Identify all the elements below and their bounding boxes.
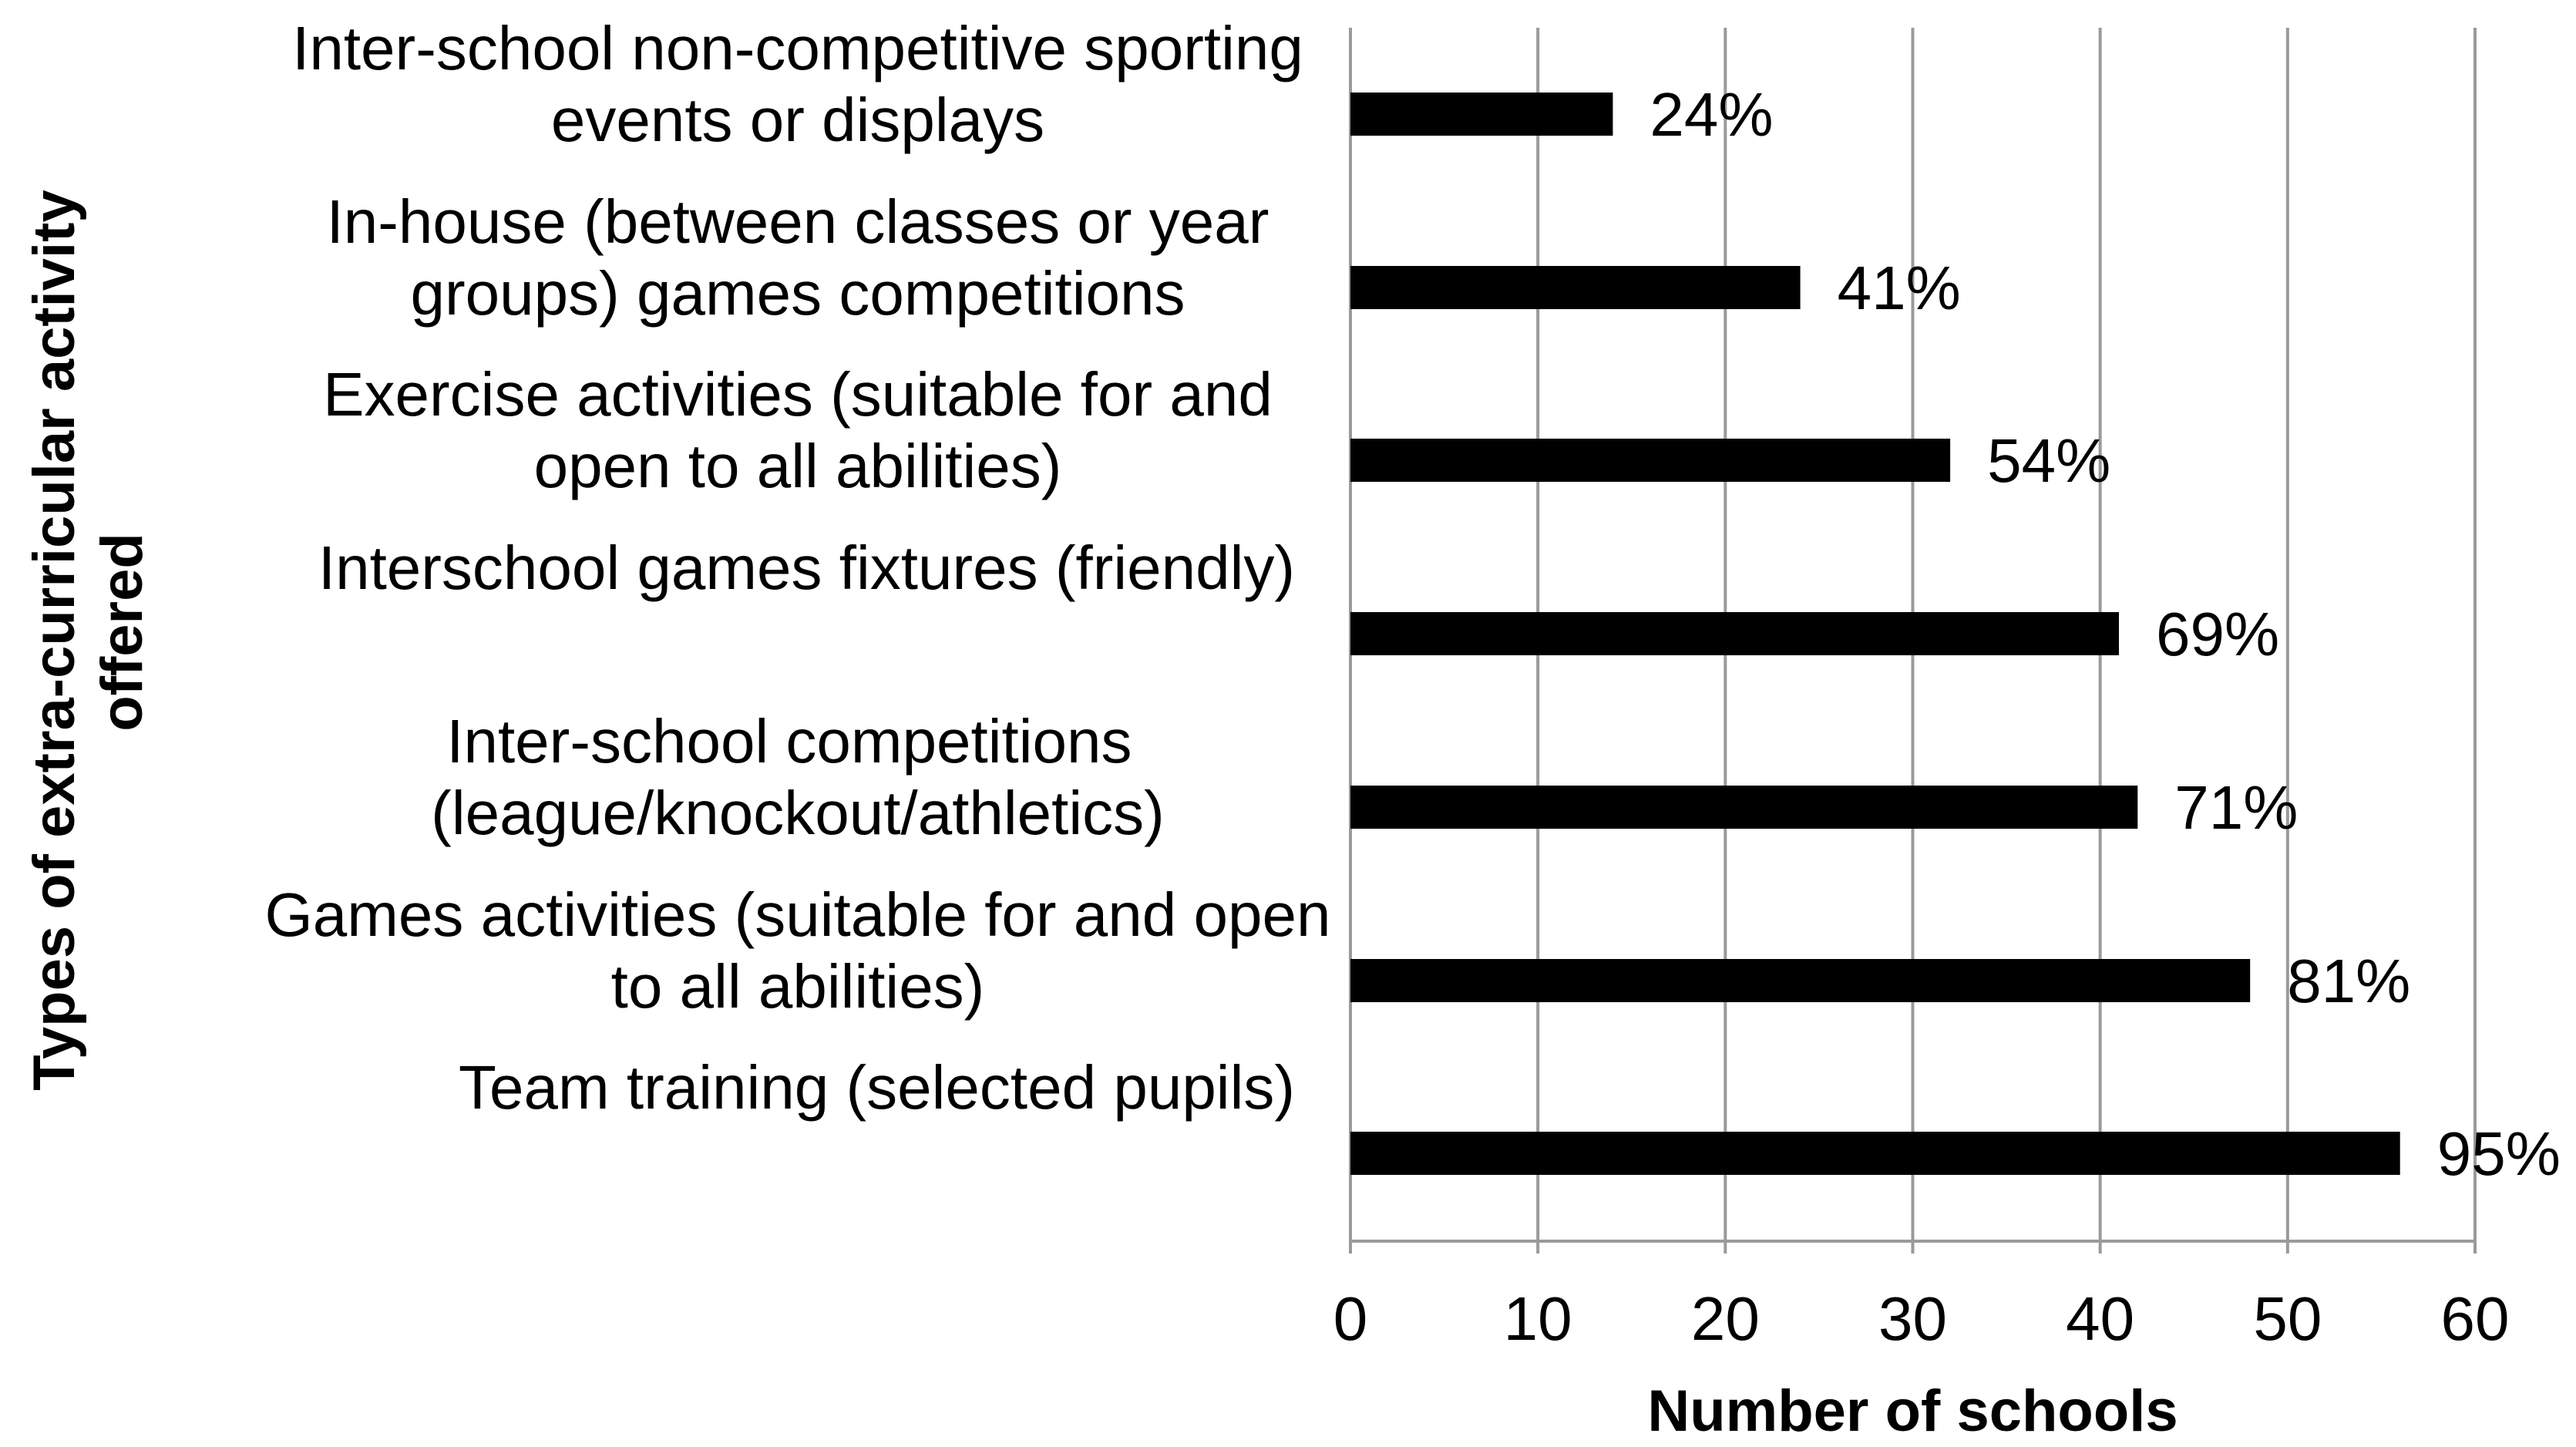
x-tick-label: 20 [1691,1284,1760,1353]
category-labels: Inter-school non-competitive sporting eve… [265,14,1331,1122]
category-label-line: Inter-school non-competitive sporting [292,14,1303,82]
category-label-line: In-house (between classes or year [327,187,1270,256]
category-label: Games activities (suitable for and open t… [265,880,1331,1021]
bar [1350,612,2119,655]
category-label-line: Team training (selected pupils) [459,1053,1295,1122]
x-tick-label: 30 [1878,1284,1947,1353]
data-label: 24% [1650,80,1773,149]
category-label-line: groups) games competitions [411,259,1185,328]
bar [1350,1132,2400,1175]
x-tick-labels: 0 10 20 30 40 50 60 [1333,1284,2510,1353]
bar [1350,266,1801,309]
bar [1350,93,1613,136]
data-label: 81% [2287,947,2410,1015]
category-label: Inter-school competitions (league/knocko… [431,707,1165,847]
category-label: Team training (selected pupils) [459,1053,1295,1122]
category-label-line: (league/knockout/athletics) [431,779,1165,847]
category-label: Interschool games fixtures (friendly) [318,533,1295,602]
category-label: In-house (between classes or year groups)… [327,187,1270,328]
category-label-line: to all abilities) [611,952,985,1021]
x-tick-label: 50 [2253,1284,2322,1353]
y-axis-title: Types of extra-curricular activity offer… [22,173,155,1091]
category-label: Inter-school non-competitive sporting eve… [292,14,1303,154]
x-tick-label: 10 [1504,1284,1572,1353]
bars [1350,93,2400,1175]
data-label: 41% [1838,254,1961,322]
bar [1350,786,2138,829]
bar [1350,959,2251,1002]
data-label: 95% [2437,1119,2561,1188]
category-label-line: Games activities (suitable for and open [265,880,1331,949]
bar [1350,439,1951,482]
category-label-line: Interschool games fixtures (friendly) [318,533,1295,602]
category-label-line: events or displays [551,86,1044,154]
category-label: Exercise activities (suitable for and ope… [323,360,1273,500]
x-tick-label: 60 [2441,1284,2510,1353]
x-tick-label: 40 [2066,1284,2134,1353]
y-axis-title-line: Types of extra-curricular activity [22,190,87,1091]
category-label-line: open to all abilities) [534,432,1062,500]
data-label: 54% [1987,426,2110,495]
x-axis-title: Number of schools [1647,1378,2177,1444]
category-label-line: Inter-school competitions [446,707,1149,776]
data-labels: 24% 41% 54% 69% 71% 81% 95% [1650,80,2560,1188]
category-label-line: Exercise activities (suitable for and [323,360,1273,429]
y-axis-title-line: offered [89,533,155,732]
data-label: 69% [2156,600,2279,668]
x-tick-label: 0 [1333,1284,1368,1353]
data-label: 71% [2174,773,2298,842]
